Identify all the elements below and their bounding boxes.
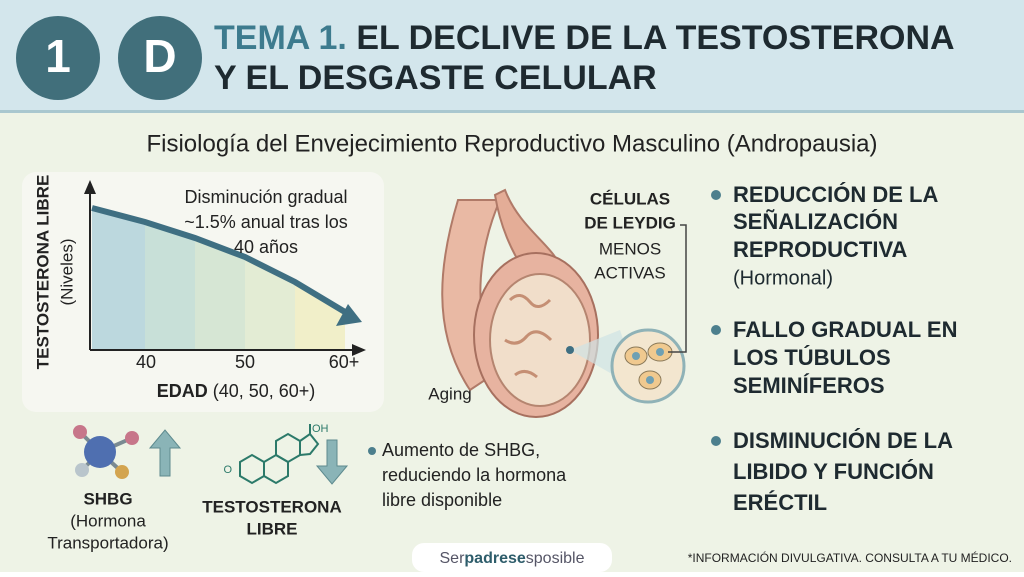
x-sublabel: (40, 50, 60+) xyxy=(213,381,316,401)
caption: Aging xyxy=(428,384,471,403)
bullet-dot xyxy=(711,325,721,335)
shbg-text: (Hormona xyxy=(70,511,146,530)
molecule-atom xyxy=(125,431,139,445)
molecule-atom xyxy=(84,436,116,468)
band xyxy=(145,222,195,350)
y-sublabel: (Niveles) xyxy=(57,238,76,305)
bullet-note: (Hormonal) xyxy=(733,267,833,289)
nucleus xyxy=(646,376,654,384)
disclaimer: *INFORMACIÓN DIVULGATIVA. CONSULTA A TU … xyxy=(688,550,1012,565)
bullet-text: LOS TÚBULOS xyxy=(733,345,891,370)
brand-part: Ser xyxy=(440,550,466,567)
zoom-point xyxy=(566,346,574,354)
brand-part: sposible xyxy=(526,550,585,567)
axis-arrow xyxy=(352,344,366,356)
subtitle: Fisiología del Envejecimiento Reproducti… xyxy=(146,130,877,157)
molecule-atom xyxy=(75,463,89,477)
brand-pill xyxy=(412,543,612,572)
bullet-text: ERÉCTIL xyxy=(733,490,827,515)
badge-text: 1 xyxy=(45,30,71,82)
molecule-atom xyxy=(115,465,129,479)
band xyxy=(295,282,345,350)
note-text: Aumento de SHBG, xyxy=(382,440,540,460)
annotation: 40 años xyxy=(234,237,298,257)
brand-part: padrese xyxy=(464,550,525,567)
note-text: libre disponible xyxy=(382,490,502,510)
shbg-title: SHBG xyxy=(83,489,132,508)
axis-arrow xyxy=(84,180,96,194)
bullet-text: REDUCCIÓN DE LA xyxy=(733,182,938,207)
leader-line xyxy=(668,224,687,353)
cell-label: DE LEYDIG xyxy=(584,213,676,232)
badge xyxy=(118,16,202,100)
testosterone-label: LIBRE xyxy=(247,519,298,538)
bullet-text: FALLO GRADUAL EN xyxy=(733,317,957,342)
up-arrow xyxy=(148,429,182,477)
x-tick-label: 40 xyxy=(136,352,156,372)
cell-note: MENOS xyxy=(599,239,661,258)
annotation: Disminución gradual xyxy=(184,187,347,207)
testis-inner xyxy=(489,273,591,407)
trend-arrow xyxy=(336,304,362,326)
bullet-text: REPRODUCTIVA xyxy=(733,237,907,262)
nucleus xyxy=(632,352,640,360)
down-arrow xyxy=(315,439,349,485)
cell-note: ACTIVAS xyxy=(594,263,665,282)
bullet-dot xyxy=(711,190,721,200)
tubules xyxy=(504,294,553,379)
bullet-dot xyxy=(711,436,721,446)
nucleus xyxy=(656,348,664,356)
band xyxy=(245,257,295,350)
steroid-group: O xyxy=(223,464,232,476)
shbg-text: Transportadora) xyxy=(47,533,168,552)
cell-label: CÉLULAS xyxy=(590,189,670,208)
badge xyxy=(16,16,100,100)
x-label: EDAD (40, 50, 60+) xyxy=(157,381,316,401)
y-label: TESTOSTERONA LIBRE xyxy=(33,175,52,370)
x-tick-label: 50 xyxy=(235,352,255,372)
steroid-group: OH xyxy=(312,423,329,435)
header-border xyxy=(0,110,1024,113)
note-text: reduciendo la hormona xyxy=(382,465,567,485)
bullet-text: SEMINÍFEROS xyxy=(733,373,885,398)
bullet-text: LIBIDO Y FUNCIÓN xyxy=(733,459,934,484)
testosterone-label: TESTOSTERONA xyxy=(202,497,341,516)
band xyxy=(195,238,245,350)
brand: Serpadresesposible xyxy=(440,550,585,567)
bullet-text: DISMINUCIÓN DE LA xyxy=(733,428,953,453)
zoom-circle xyxy=(610,328,686,404)
badge-text: D xyxy=(143,30,176,82)
steroid-structure xyxy=(239,424,320,485)
trend-line xyxy=(91,205,347,315)
band xyxy=(92,208,145,350)
molecule-atom xyxy=(73,425,87,439)
x-label-bold: EDAD xyxy=(157,381,208,401)
title-line: Y EL DESGASTE CELULAR xyxy=(214,59,657,97)
title-line: EL DECLIVE DE LA TESTOSTERONA xyxy=(356,19,954,57)
bullet-dot xyxy=(368,447,376,455)
annotation: ~1.5% anual tras los xyxy=(184,212,348,232)
title: TEMA 1. EL DECLIVE DE LA TESTOSTERONA xyxy=(214,19,955,57)
x-tick-label: 60+ xyxy=(329,352,360,372)
bullet-text: SEÑALIZACIÓN xyxy=(733,209,898,234)
title-prefix: TEMA 1. xyxy=(214,19,347,57)
